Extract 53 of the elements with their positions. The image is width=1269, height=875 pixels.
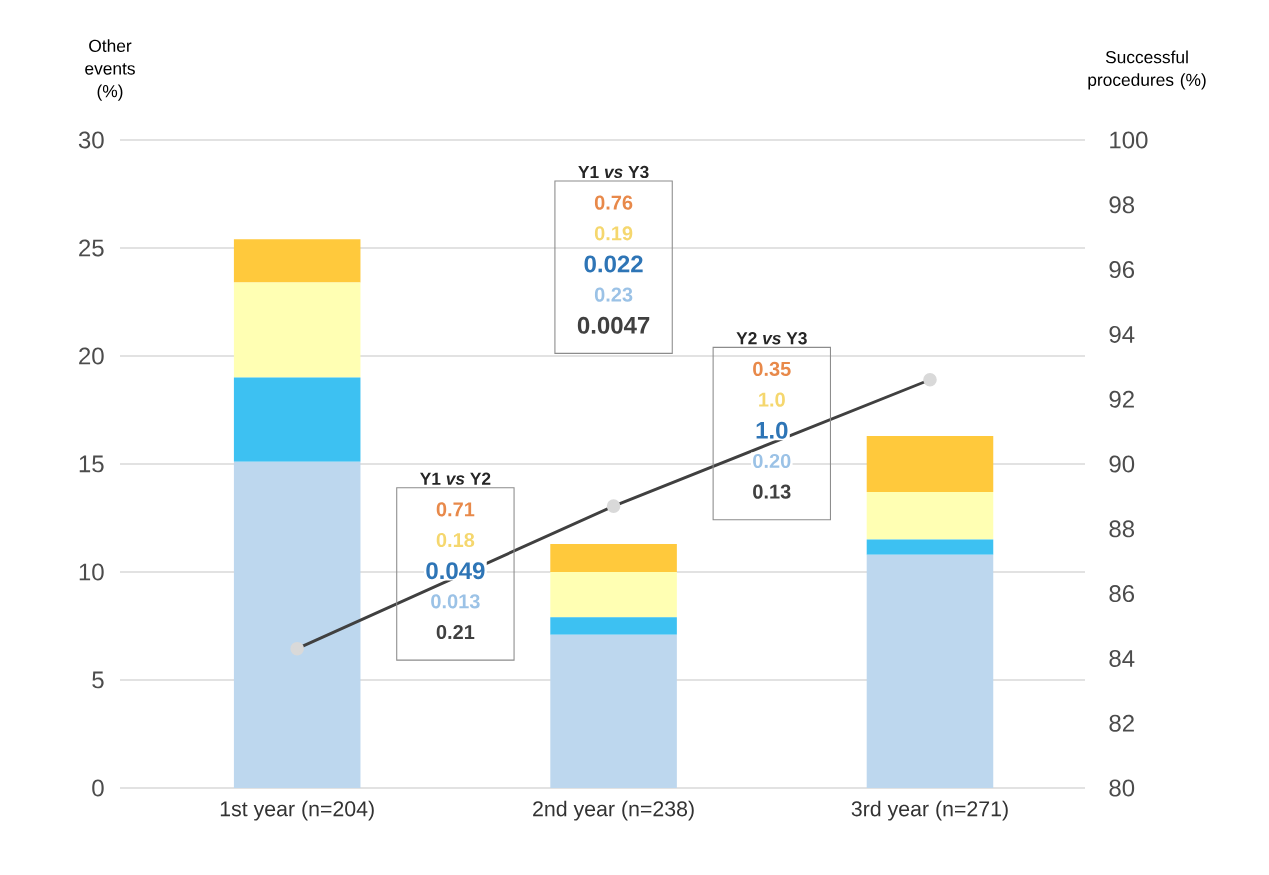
x-tick-label: 3rd year (n=271) <box>851 800 1008 821</box>
bar <box>866 539 994 555</box>
y2-tick-label: 84 <box>1109 649 1135 667</box>
bar <box>866 554 994 788</box>
bar <box>550 634 677 788</box>
bar <box>550 572 677 618</box>
y2-axis-title: Successful procedures (%) <box>1088 50 1206 90</box>
y2-tick-label: 96 <box>1109 261 1135 279</box>
annotation: 1.0 <box>759 392 785 407</box>
y-tick-label: 10 <box>79 563 104 581</box>
annotation: 0.18 <box>436 532 475 548</box>
annotation: Y1 vs Y2 <box>420 472 491 485</box>
annotation: 0.049 <box>426 562 485 580</box>
bar <box>233 461 361 788</box>
bar <box>550 543 677 572</box>
annotation: Y2 vs Y3 <box>736 332 807 345</box>
y-tick-label: 0 <box>92 779 104 797</box>
y-axis-title: Other events (%) <box>85 39 135 101</box>
y2-tick-label: 88 <box>1109 520 1135 538</box>
annotation: 0.35 <box>753 361 791 377</box>
annotation: 0.21 <box>436 624 475 640</box>
y2-tick-label: 100 <box>1110 131 1148 149</box>
annotation: 0.20 <box>753 453 791 469</box>
y-tick-label: 20 <box>79 347 104 365</box>
annotation: 0.23 <box>594 287 633 302</box>
annotation: 0.71 <box>436 502 475 517</box>
y-tick-label: 15 <box>79 455 104 473</box>
bar <box>233 239 361 283</box>
y2-tick-label: 86 <box>1109 585 1135 603</box>
bar <box>550 617 677 635</box>
annotation: 0.013 <box>431 594 480 609</box>
y2-tick-label: 80 <box>1109 779 1135 797</box>
annotation: 0.19 <box>594 226 633 241</box>
y2-tick-label: 94 <box>1109 325 1135 343</box>
y2-tick-label: 90 <box>1109 455 1135 473</box>
bar <box>866 492 994 540</box>
x-tick-label: 1st year (n=204) <box>220 800 374 821</box>
bar <box>866 435 994 493</box>
bar <box>233 377 361 462</box>
y2-tick-label: 98 <box>1109 196 1135 214</box>
annotation: 0.0047 <box>577 316 650 334</box>
y-tick-label: 5 <box>92 671 104 689</box>
y-tick-label: 25 <box>79 239 104 257</box>
x-tick-label: 2nd year (n=238) <box>533 800 694 821</box>
annotation: 0.76 <box>594 195 633 210</box>
y-tick-label: 30 <box>78 131 104 149</box>
y2-tick-label: 92 <box>1109 390 1134 408</box>
annotation: 0.022 <box>584 255 643 273</box>
y2-tick-label: 82 <box>1109 714 1134 732</box>
annotation: Y1 vs Y3 <box>578 165 649 179</box>
annotation: 0.13 <box>753 484 791 499</box>
annotation: 1.0 <box>756 421 788 439</box>
bar <box>233 282 361 378</box>
